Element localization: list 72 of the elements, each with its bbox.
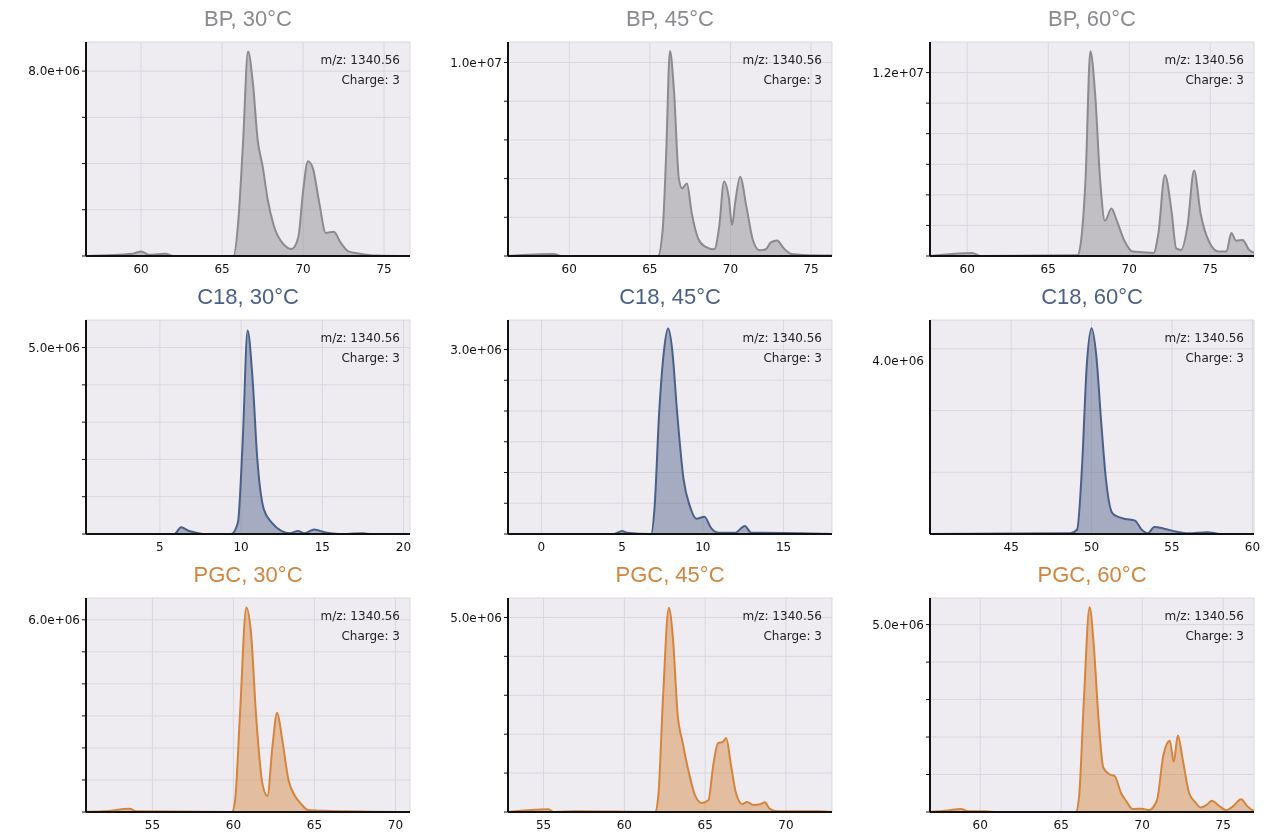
y-tick-label: 5.0e+06 xyxy=(28,340,80,355)
annotation: Charge: 3 xyxy=(1184,350,1244,367)
x-tick-label: 65 xyxy=(642,261,658,276)
x-tick-label: 60 xyxy=(616,817,632,832)
x-tick-label: 75 xyxy=(803,261,819,276)
x-tick-label: 60 xyxy=(561,261,577,276)
y-tick-label: 5.0e+06 xyxy=(872,617,924,632)
x-tick-label: 65 xyxy=(1053,817,1069,832)
x-tick-label: 75 xyxy=(376,261,392,276)
x-tick-label: 15 xyxy=(775,539,792,554)
annotation: m/z: 1340.56 xyxy=(1164,608,1244,625)
x-tick-label: 65 xyxy=(214,261,230,276)
x-tick-label: 70 xyxy=(1134,817,1150,832)
x-tick-label: 65 xyxy=(306,817,323,832)
x-tick-label: 65 xyxy=(697,817,713,832)
annotation: m/z: 1340.56 xyxy=(742,330,822,347)
x-tick-label: 55 xyxy=(535,817,552,832)
annotation: Charge: 3 xyxy=(1184,628,1244,645)
x-tick-label: 55 xyxy=(1164,539,1180,554)
x-tick-label: 70 xyxy=(778,817,794,832)
chart-title: C18, 30°C xyxy=(196,284,300,310)
x-tick-label: 60 xyxy=(959,261,975,276)
x-tick-label: 70 xyxy=(387,817,404,832)
annotation: Charge: 3 xyxy=(340,72,400,89)
annotation: Charge: 3 xyxy=(340,350,400,367)
chart-title: BP, 30°C xyxy=(203,6,293,32)
x-tick-label: 65 xyxy=(1040,261,1056,276)
chart-title: BP, 60°C xyxy=(1047,6,1137,32)
chart-title: C18, 60°C xyxy=(1040,284,1144,310)
annotation: m/z: 1340.56 xyxy=(320,52,400,69)
y-tick-label: 8.0e+06 xyxy=(28,64,80,79)
x-tick-label: 75 xyxy=(1215,817,1231,832)
annotation: Charge: 3 xyxy=(762,628,822,645)
y-tick-label: 6.0e+06 xyxy=(28,613,80,628)
annotation: Charge: 3 xyxy=(340,628,400,645)
x-tick-label: 10 xyxy=(695,539,711,554)
x-tick-label: 60 xyxy=(225,817,242,832)
text: 4.0e+06 xyxy=(872,354,924,368)
x-tick-label: 0 xyxy=(537,539,546,554)
annotation: m/z: 1340.56 xyxy=(320,608,400,625)
x-tick-label: 60 xyxy=(1244,539,1261,554)
y-tick-label: 5.0e+06 xyxy=(450,610,502,625)
chart-title: PGC, 30°C xyxy=(192,562,304,588)
y-tick-label: 3.0e+06 xyxy=(450,342,502,357)
chart-title: BP, 45°C xyxy=(625,6,715,32)
x-tick-label: 60 xyxy=(133,261,149,276)
x-tick-label: 55 xyxy=(144,817,161,832)
x-tick-label: 70 xyxy=(1121,261,1137,276)
annotation: m/z: 1340.56 xyxy=(742,52,822,69)
annotation: m/z: 1340.56 xyxy=(1164,52,1244,69)
y-tick-label: 1.2e+07 xyxy=(872,65,924,80)
x-tick-label: 20 xyxy=(395,539,412,554)
annotation: m/z: 1340.56 xyxy=(320,330,400,347)
x-tick-label: 45 xyxy=(1003,539,1019,554)
x-tick-label: 10 xyxy=(233,539,249,554)
x-tick-label: 5 xyxy=(156,539,164,554)
annotation: Charge: 3 xyxy=(1184,72,1244,89)
chart-title: PGC, 60°C xyxy=(1036,562,1148,588)
x-tick-label: 70 xyxy=(722,261,739,276)
annotation: Charge: 3 xyxy=(762,350,822,367)
x-tick-label: 15 xyxy=(314,539,330,554)
annotation: m/z: 1340.56 xyxy=(1164,330,1244,347)
x-tick-label: 75 xyxy=(1202,261,1218,276)
chart-title: C18, 45°C xyxy=(618,284,722,310)
x-tick-label: 70 xyxy=(295,261,311,276)
x-tick-label: 50 xyxy=(1083,539,1100,554)
x-tick-label: 5 xyxy=(618,539,626,554)
annotation: Charge: 3 xyxy=(762,72,822,89)
annotation: m/z: 1340.56 xyxy=(742,608,822,625)
y-tick-label: 1.0e+07 xyxy=(450,55,502,70)
chart-title: PGC, 45°C xyxy=(614,562,726,588)
x-tick-label: 60 xyxy=(972,817,988,832)
